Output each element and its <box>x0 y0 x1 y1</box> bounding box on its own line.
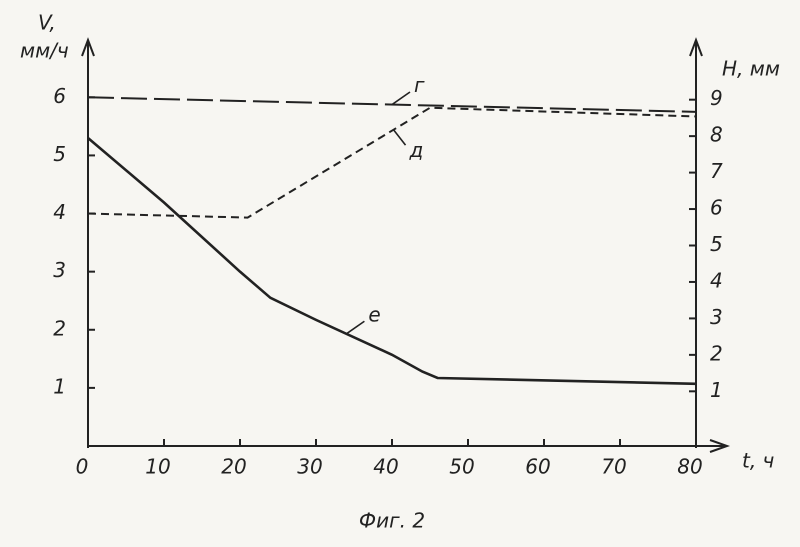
y2-tick-label: 4 <box>710 268 723 292</box>
y2-tick-label: 5 <box>710 232 723 256</box>
x-axis-label: t, ч <box>742 449 775 473</box>
y2-tick-label: 2 <box>710 341 723 365</box>
caption: Фиг. 2 <box>359 509 425 533</box>
y-tick-label: 1 <box>53 374 66 398</box>
series-label: д <box>409 138 424 162</box>
y2-tick-label: 9 <box>710 86 723 110</box>
x-tick-label: 70 <box>601 455 626 479</box>
y-tick-label: 6 <box>53 84 66 108</box>
y2-axis-label: H, мм <box>722 57 780 81</box>
y-tick-label: 5 <box>53 142 66 166</box>
series-leader <box>346 321 364 334</box>
x-tick-label: 50 <box>449 455 474 479</box>
y2-tick-label: 3 <box>710 305 723 329</box>
y2-tick-label: 8 <box>710 123 723 147</box>
series-line <box>88 108 696 218</box>
y-tick-label: 4 <box>53 200 66 224</box>
y-axis-label: V, <box>38 11 56 35</box>
series-label: е <box>368 302 380 326</box>
x-tick-label: 30 <box>297 455 322 479</box>
x-tick-label: 40 <box>373 455 398 479</box>
page: V, мм/ч H, мм t, ч Фиг. 2 0 10 20 30 40 50 60 7… <box>0 0 800 547</box>
series-label: г <box>414 73 425 97</box>
y-tick-label: 2 <box>53 316 66 340</box>
y2-tick-label: 1 <box>710 378 723 402</box>
y2-tick-label: 6 <box>710 196 723 220</box>
x-tick-label: 20 <box>221 455 246 479</box>
y-tick-label: 3 <box>53 258 66 282</box>
y2-tick-label: 7 <box>710 159 723 183</box>
chart: V, мм/ч H, мм t, ч Фиг. 2 0 10 20 30 40 50 60 7… <box>0 0 800 547</box>
series-leader <box>394 130 406 145</box>
series-line <box>88 138 696 384</box>
series-leader <box>392 92 410 105</box>
y-axis-unit: мм/ч <box>20 39 69 63</box>
x-tick-label: 0 <box>76 455 89 479</box>
x-tick-label: 10 <box>145 455 170 479</box>
x-tick-label: 60 <box>525 455 550 479</box>
x-tick-label: 80 <box>677 455 702 479</box>
